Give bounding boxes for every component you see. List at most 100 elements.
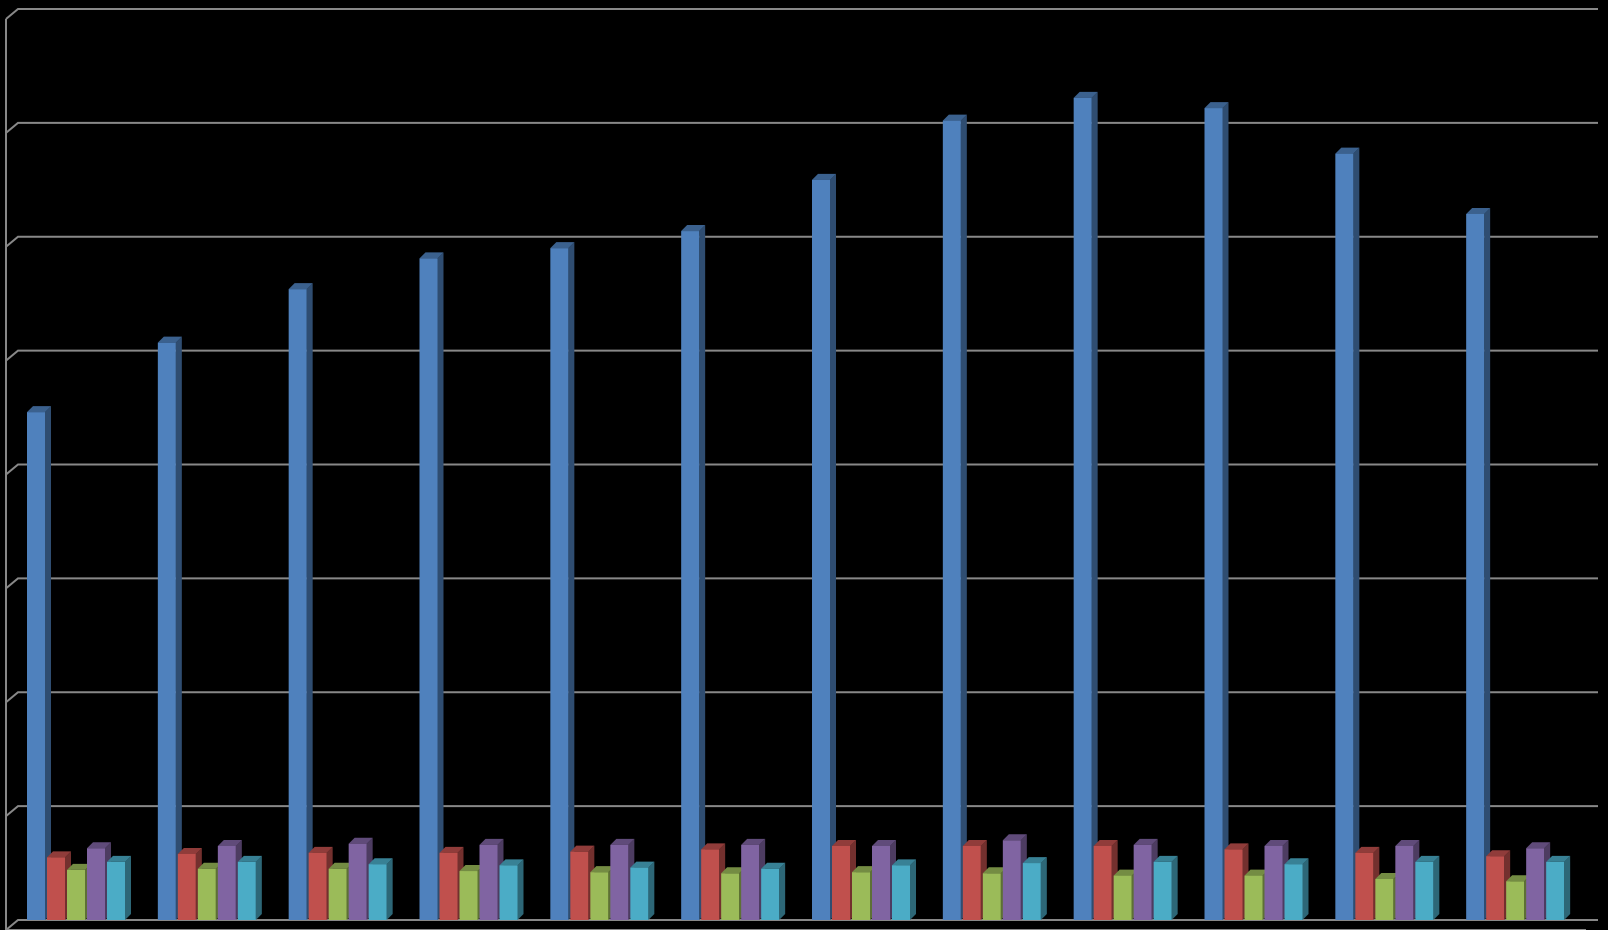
bar-top — [982, 867, 1007, 874]
bar-side — [517, 859, 524, 920]
bar — [550, 248, 569, 920]
bar-top — [1466, 207, 1491, 214]
bar-top — [812, 173, 836, 180]
grid-line — [5, 8, 1598, 20]
bar — [942, 120, 961, 920]
grid-line — [5, 463, 1598, 476]
bar-top — [1335, 147, 1360, 154]
bar-top — [681, 225, 706, 232]
bar-top — [832, 839, 856, 846]
bar — [439, 852, 458, 920]
bar-side — [45, 406, 51, 920]
bar — [107, 861, 125, 920]
bar-side — [1091, 91, 1098, 920]
bar-top — [328, 862, 353, 869]
bar — [1415, 861, 1434, 920]
bar-top — [237, 855, 262, 862]
bar — [1335, 153, 1354, 921]
bar-side — [255, 855, 262, 920]
bar — [47, 857, 65, 920]
bar-top — [1002, 834, 1027, 841]
bar-top — [27, 406, 51, 413]
bar-top — [348, 837, 373, 844]
bar-side — [1302, 858, 1309, 920]
bar — [237, 861, 256, 920]
bar — [832, 845, 850, 920]
bar — [1002, 840, 1021, 920]
bar — [1284, 864, 1303, 920]
bar — [590, 872, 609, 920]
bar — [852, 872, 870, 920]
bar-side — [437, 252, 444, 921]
bar-top — [47, 851, 71, 858]
bar-top — [1355, 846, 1380, 853]
bar-top — [217, 839, 242, 846]
grid-line — [5, 349, 1598, 362]
bar — [1022, 863, 1041, 920]
bar-top — [479, 838, 504, 845]
bar-top — [157, 336, 182, 343]
bar-top — [1153, 855, 1178, 862]
bar — [288, 289, 307, 920]
bar-side — [699, 225, 706, 920]
bar — [27, 412, 45, 920]
bar-top — [852, 866, 876, 873]
bar-top — [419, 252, 444, 259]
bar-top — [107, 855, 131, 862]
bar — [1506, 881, 1525, 920]
bar — [761, 868, 780, 920]
bar-top — [570, 845, 595, 852]
grid — [5, 8, 1598, 930]
bar — [1133, 844, 1152, 920]
bar-top — [499, 859, 524, 866]
bar — [217, 845, 236, 920]
bar-top — [288, 283, 313, 290]
bar — [630, 867, 649, 920]
bar-top — [67, 863, 91, 870]
bar — [1073, 97, 1092, 920]
bar — [1486, 856, 1505, 920]
bar-side — [960, 114, 967, 920]
bar-top — [701, 843, 726, 850]
bar-top — [962, 839, 987, 846]
bar — [197, 868, 216, 920]
bar-side — [1564, 855, 1571, 920]
bar-side — [1171, 855, 1178, 920]
bar — [1153, 861, 1172, 920]
bar — [1466, 213, 1485, 921]
bar-top — [1546, 855, 1571, 862]
bar-side — [1433, 855, 1440, 920]
bar-top — [1022, 857, 1047, 864]
bar-top — [459, 865, 484, 872]
bar-top — [1486, 850, 1511, 857]
bar-top — [550, 242, 575, 249]
bar — [479, 844, 498, 920]
bar — [1224, 849, 1243, 920]
bar — [368, 864, 387, 920]
bar-side — [1040, 857, 1047, 920]
bar — [892, 865, 910, 920]
bar-top — [1244, 869, 1269, 876]
bar — [1355, 852, 1374, 920]
bar-top — [942, 114, 967, 121]
bar-top — [1133, 838, 1158, 845]
bar — [982, 873, 1001, 920]
bar-side — [306, 283, 313, 920]
bar — [177, 853, 196, 920]
bar — [1526, 848, 1545, 920]
grid-line — [5, 691, 1598, 704]
bar-side — [125, 855, 131, 920]
bar-side — [1484, 207, 1491, 921]
bar-top — [439, 846, 464, 853]
bar-top — [721, 867, 746, 874]
grid-line — [5, 919, 1598, 930]
bar — [328, 868, 347, 920]
bar — [419, 258, 438, 921]
bar — [1375, 879, 1394, 920]
bar-top — [1284, 858, 1309, 865]
bar-side — [910, 859, 916, 920]
bar-top — [1395, 839, 1420, 846]
bar — [610, 844, 629, 920]
